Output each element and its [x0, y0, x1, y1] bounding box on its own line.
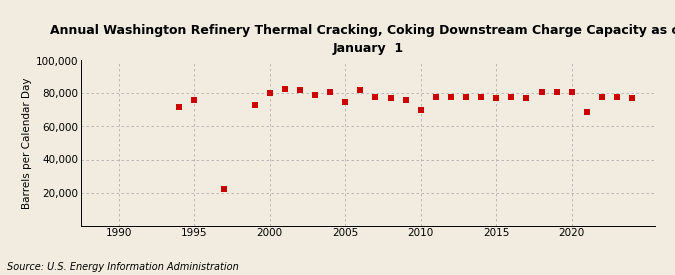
Point	[310, 93, 321, 97]
Point	[626, 96, 637, 101]
Point	[476, 95, 487, 99]
Point	[597, 95, 608, 99]
Point	[551, 90, 562, 94]
Point	[385, 96, 396, 101]
Point	[325, 90, 335, 94]
Point	[265, 91, 275, 96]
Point	[400, 98, 411, 102]
Point	[506, 95, 517, 99]
Point	[415, 108, 426, 112]
Point	[370, 95, 381, 99]
Point	[491, 96, 502, 101]
Point	[581, 109, 592, 114]
Text: Source: U.S. Energy Information Administration: Source: U.S. Energy Information Administ…	[7, 262, 238, 272]
Point	[566, 90, 577, 94]
Point	[612, 95, 622, 99]
Point	[460, 95, 471, 99]
Point	[279, 86, 290, 91]
Title: Annual Washington Refinery Thermal Cracking, Coking Downstream Charge Capacity a: Annual Washington Refinery Thermal Crack…	[50, 24, 675, 55]
Point	[173, 104, 184, 109]
Point	[355, 88, 366, 92]
Point	[340, 100, 350, 104]
Point	[294, 88, 305, 92]
Point	[536, 90, 547, 94]
Point	[521, 96, 532, 101]
Point	[189, 98, 200, 102]
Y-axis label: Barrels per Calendar Day: Barrels per Calendar Day	[22, 77, 32, 209]
Point	[431, 95, 441, 99]
Point	[249, 103, 260, 107]
Point	[219, 187, 230, 191]
Point	[446, 95, 456, 99]
